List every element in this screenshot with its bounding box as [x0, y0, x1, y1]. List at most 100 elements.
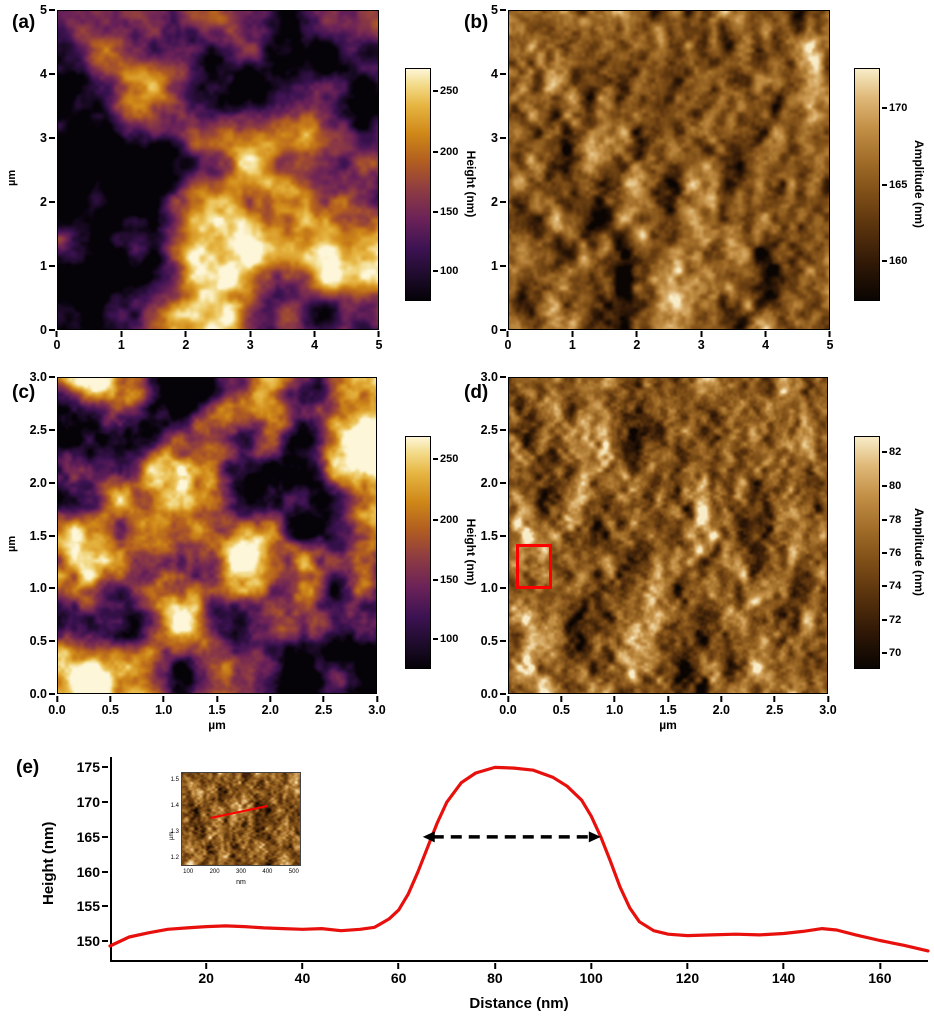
tick-mark	[49, 329, 55, 331]
tick-label: 100	[579, 963, 603, 986]
tick-label: 170	[882, 102, 907, 114]
tick-mark	[184, 331, 187, 337]
profile-y-axis: 175 170 165 160 155 150	[58, 757, 108, 962]
tick-label: 1	[569, 331, 576, 352]
tick-text: 1.0	[605, 703, 624, 717]
tick-label: 0	[40, 323, 55, 337]
tick-mark	[49, 9, 55, 11]
tick-label: 2	[182, 331, 189, 352]
tick-mark	[433, 269, 438, 272]
tick-mark	[882, 619, 887, 622]
tick-mark	[120, 331, 123, 337]
tick-mark	[269, 696, 272, 702]
tick-label: 20	[198, 963, 214, 986]
tick-label: 0	[491, 323, 506, 337]
tick-label: 400	[262, 869, 272, 875]
tick-text: 160	[889, 255, 908, 268]
tick-text: 500	[288, 869, 299, 875]
tick-mark	[102, 905, 108, 908]
tick-label: 5	[827, 331, 833, 352]
tick-mark	[49, 137, 55, 139]
tick-label: 1.5	[208, 696, 226, 717]
tick-label: 72	[882, 614, 901, 626]
tick-mark	[590, 963, 593, 969]
tick-text: 160	[868, 970, 892, 986]
tick-label: 0.0	[30, 687, 55, 701]
tick-label: 2	[40, 195, 55, 209]
tick-mark	[882, 518, 887, 521]
tick-text: 3.0	[819, 703, 837, 717]
inset-y-axis: 1.5 1.4 1.3 1.2	[166, 773, 180, 865]
tick-label: 160	[77, 864, 108, 880]
tick-text: 0.5	[101, 703, 120, 717]
tick-label: 175	[77, 759, 108, 775]
tick-mark	[205, 963, 208, 969]
tick-label: 1.0	[30, 581, 55, 595]
colorbar-title-c: Height (nm)	[464, 518, 478, 586]
tick-mark	[102, 835, 108, 838]
tick-mark	[882, 585, 887, 588]
tick-label: 160	[882, 255, 907, 267]
profile-chart	[108, 765, 930, 953]
tick-text: 120	[675, 970, 700, 986]
tick-label: 2.5	[30, 423, 55, 437]
tick-text: 250	[440, 453, 459, 466]
tick-text: 1.5	[480, 528, 498, 543]
tick-mark	[500, 693, 506, 695]
tick-label: 150	[77, 933, 108, 949]
tick-mark	[500, 265, 506, 267]
colorbar-title-d: Amplitude (nm)	[912, 508, 926, 596]
tick-label: 0.5	[553, 696, 570, 717]
tick-mark	[49, 534, 55, 537]
tick-text: 200	[440, 145, 459, 158]
tick-label: 150	[433, 574, 458, 586]
tick-text: 4	[311, 338, 319, 352]
tick-label: 1.0	[155, 696, 172, 717]
tick-text: 300	[235, 869, 247, 875]
colorbar-a	[405, 68, 431, 301]
tick-label: 1.0	[606, 696, 623, 717]
tick-mark	[49, 73, 55, 75]
tick-text: 1.5	[29, 528, 47, 543]
colorbar-ticks-c: 250 200 150 100	[433, 436, 467, 669]
tick-text: 3.0	[29, 370, 47, 384]
x-axis-a: 0 1 2 3 4 5	[54, 331, 382, 355]
tick-label: 3	[491, 131, 506, 145]
tick-mark	[433, 150, 438, 153]
tick-text: 1.5	[170, 777, 179, 784]
tick-text: 2.5	[314, 703, 333, 717]
tick-mark	[49, 587, 55, 590]
tick-text: 80	[889, 480, 902, 493]
inset-x-axis: 100 200 300 400 500	[181, 869, 301, 877]
tick-text: 150	[440, 574, 459, 587]
tick-text: 4	[762, 338, 770, 352]
tick-text: 0.0	[29, 687, 47, 701]
tick-text: 5	[375, 338, 383, 352]
tick-text: 2.0	[480, 475, 498, 490]
tick-text: 175	[76, 759, 100, 776]
tick-text: 2.5	[29, 422, 47, 437]
profile-inset: µm 1.5 1.4 1.3 1.2 100 200 300 400 500 nm	[166, 770, 312, 894]
y-axis-d: 3.0 2.5 2.0 1.5 1.0 0.5 0.0	[469, 370, 506, 701]
tick-mark	[433, 90, 438, 93]
tick-text: 0.5	[480, 634, 498, 649]
tick-mark	[49, 428, 55, 431]
tick-text: 100	[440, 632, 459, 645]
tick-mark	[882, 106, 887, 109]
tick-label: 1.5	[481, 529, 506, 543]
tick-text: 2.5	[765, 703, 784, 717]
tick-text: 0	[40, 323, 47, 337]
afm-image-b	[508, 10, 830, 330]
tick-text: 2	[633, 338, 641, 352]
tick-text: 3	[40, 131, 47, 145]
y-axis-b: 5 4 3 2 1 0	[472, 3, 506, 337]
panel-label-a: (a)	[12, 12, 36, 33]
tick-text: 100	[440, 264, 459, 277]
tick-label: 100	[433, 265, 458, 277]
tick-label: 0.5	[102, 696, 119, 717]
tick-label: 70	[882, 647, 901, 659]
tick-text: 3	[697, 338, 705, 352]
afm-image-c	[57, 377, 377, 694]
tick-label: 0	[54, 331, 60, 352]
